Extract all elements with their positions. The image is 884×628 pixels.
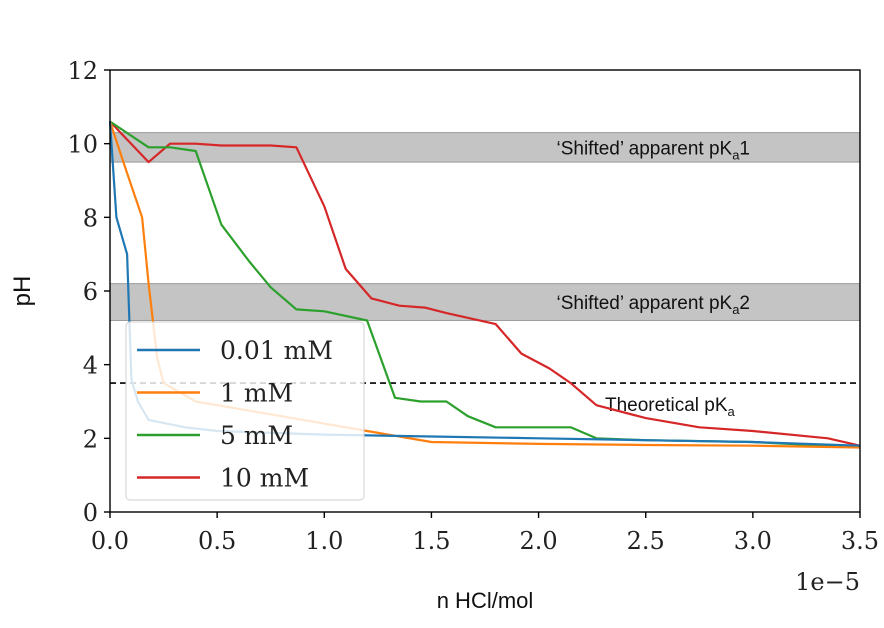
x-offset-label: 1e−5 — [795, 568, 860, 596]
legend: 0.01 mM 1 mM 5 mM 10 mM — [125, 321, 365, 501]
x-tick-label: 3.5 — [841, 527, 879, 555]
pka-band-1 — [109, 132, 861, 163]
legend-label-3: 10 mM — [220, 464, 309, 493]
legend-box — [125, 321, 365, 501]
pka-band-label-1: ‘Shifted’ apparent pKa1 — [556, 138, 750, 162]
x-tick-label: 0.5 — [198, 527, 236, 555]
reference-line-label: Theoretical pKa — [605, 395, 736, 419]
y-axis-ticks: 0 2 4 6 8 10 12 — [67, 57, 110, 527]
x-tick-label: 1.0 — [305, 527, 343, 555]
y-tick-label: 0 — [83, 499, 98, 527]
y-tick-label: 12 — [67, 57, 98, 85]
legend-label-1: 1 mM — [220, 379, 293, 408]
x-axis-ticks: 0.0 0.5 1.0 1.5 2.0 2.5 3.0 3.5 — [91, 512, 879, 555]
series-line-3 — [109, 120, 861, 447]
series-line-2 — [109, 120, 861, 449]
x-tick-label: 3.0 — [734, 527, 772, 555]
y-tick-label: 6 — [83, 278, 98, 306]
y-tick-label: 8 — [83, 204, 98, 232]
x-tick-label: 1.5 — [412, 527, 450, 555]
x-tick-label: 2.0 — [519, 527, 557, 555]
y-tick-label: 4 — [83, 352, 98, 380]
legend-label-2: 5 mM — [220, 421, 293, 450]
x-tick-label: 2.5 — [627, 527, 665, 555]
x-axis-label: n HCl/mol — [437, 588, 534, 613]
y-axis-label: pH — [9, 276, 36, 307]
y-tick-label: 2 — [83, 425, 98, 453]
y-tick-label: 10 — [67, 131, 98, 159]
pka-band-label-2: ‘Shifted’ apparent pKa2 — [556, 293, 750, 317]
x-tick-label: 0.0 — [91, 527, 129, 555]
legend-label-0: 0.01 mM — [220, 336, 333, 365]
